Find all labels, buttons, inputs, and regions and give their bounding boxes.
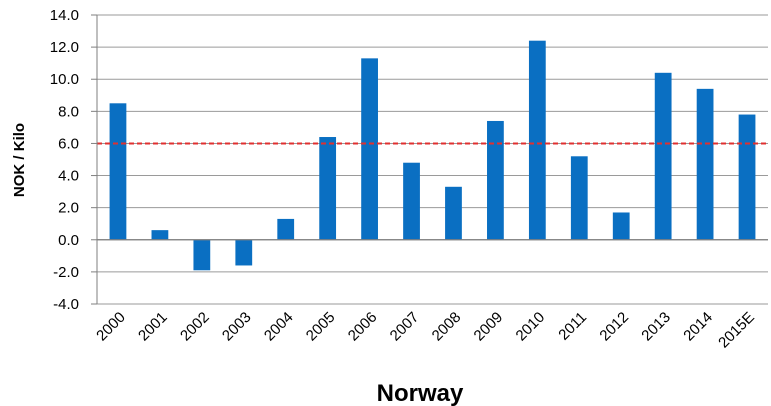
- y-tick-label: 10.0: [50, 71, 79, 88]
- y-tick-label: 2.0: [58, 200, 79, 217]
- bar-2012: [612, 212, 630, 240]
- bar-2001: [151, 230, 169, 240]
- x-tick-label: 2008: [429, 309, 465, 345]
- bar-2008: [445, 186, 462, 240]
- bar-2003: [235, 239, 253, 266]
- y-tick-label: 6.0: [58, 135, 79, 152]
- x-tick-label: 2003: [219, 309, 255, 345]
- y-tick-label: 4.0: [58, 168, 79, 185]
- bar-2004: [277, 218, 295, 240]
- bar-2002: [193, 239, 211, 271]
- bar-2013: [654, 72, 672, 240]
- x-tick-label: 2013: [638, 309, 674, 345]
- bar-2000: [109, 103, 127, 240]
- bar-2007: [403, 162, 420, 240]
- y-tick-label: -4.0: [53, 296, 79, 313]
- bars: [109, 40, 756, 271]
- y-tick-label: 12.0: [50, 39, 79, 56]
- bar-2015E: [738, 114, 756, 240]
- x-tick-label: 2006: [345, 309, 381, 345]
- y-axis-title: NOK / Kilo: [11, 123, 28, 197]
- bar-2009: [487, 120, 504, 240]
- y-tick-label: -2.0: [53, 264, 79, 281]
- x-tick-label: 2001: [135, 309, 171, 345]
- x-axis-title: Norway: [377, 380, 464, 406]
- bar-2011: [570, 156, 588, 240]
- x-tick-label: 2010: [513, 309, 549, 345]
- bar-2010: [528, 40, 546, 240]
- bar-2014: [696, 88, 714, 240]
- axes: [91, 14, 768, 305]
- x-tick-label: 2000: [93, 309, 129, 345]
- x-tick-label: 2002: [177, 309, 213, 345]
- x-tick-labels: 2000 2001 2002 2003 2004 2005 2006 2007 2008 2009…: [93, 309, 758, 352]
- y-tick-label: 14.0: [50, 7, 79, 24]
- x-tick-label: 2014: [680, 309, 716, 345]
- y-tick-labels: -4.0 -2.0 0.0 2.0 4.0 6.0 8.0 10.0 12.0 14.0: [50, 7, 79, 313]
- x-tick-label: 2005: [303, 309, 339, 345]
- bar-2005: [319, 137, 337, 240]
- x-tick-label: 2009: [471, 309, 507, 345]
- x-tick-label: 2004: [261, 309, 297, 345]
- x-tick-label: 2007: [387, 309, 423, 345]
- x-tick-label: 2015E: [715, 309, 758, 352]
- x-tick-label: 2012: [596, 309, 632, 345]
- y-tick-label: 8.0: [58, 103, 79, 120]
- y-tick-label: 0.0: [58, 232, 79, 249]
- bar-2006: [361, 58, 378, 240]
- x-tick-label: 2011: [555, 309, 590, 344]
